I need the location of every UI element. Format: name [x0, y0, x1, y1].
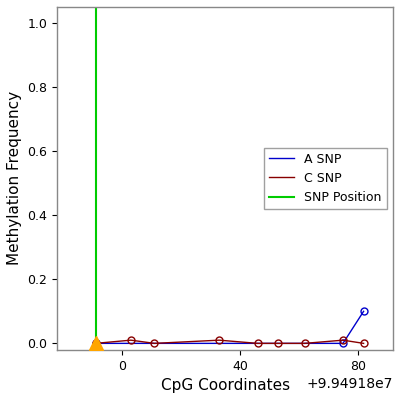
X-axis label: CpG Coordinates: CpG Coordinates	[160, 378, 290, 393]
Legend: A SNP, C SNP, SNP Position: A SNP, C SNP, SNP Position	[264, 148, 387, 209]
Y-axis label: Methylation Frequency: Methylation Frequency	[7, 91, 22, 266]
